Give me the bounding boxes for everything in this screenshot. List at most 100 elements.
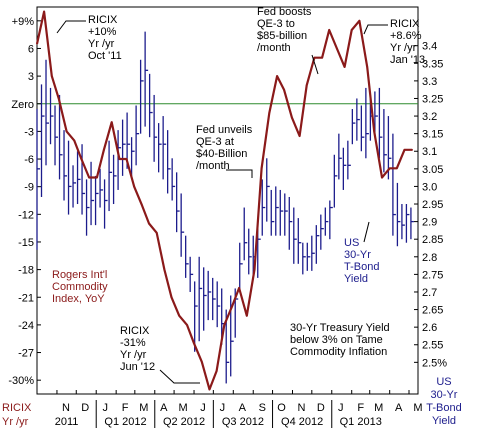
ricix-jan-13-line: RICIX (390, 18, 420, 30)
ricix-point (260, 167, 263, 170)
y-right-tick-label: 3.4 (422, 41, 437, 53)
x-period-label: Q4 2012 (281, 416, 323, 428)
ricix-point (148, 222, 150, 225)
x-month-label: J (200, 402, 206, 414)
ricix-jun-12-line: -31% (120, 337, 146, 349)
ricix-oct-11-leader (56, 20, 86, 34)
ricix-point (268, 112, 271, 114)
x-period-label: 2011 (55, 416, 79, 428)
tbond-series-label-line: US (344, 237, 359, 249)
ricix-point (155, 231, 158, 234)
ricix-point (298, 135, 301, 137)
ricix-point (321, 56, 323, 59)
x-month-label: N (298, 402, 306, 414)
ricix-point (170, 296, 173, 299)
y-right-tick-label: 3.1 (422, 146, 437, 158)
y-right-tick-label: 3.05 (422, 164, 443, 176)
ricix-point (366, 66, 368, 68)
ricix-point (358, 20, 361, 22)
ricix-point (276, 75, 278, 77)
ricix-point (223, 324, 226, 326)
fed-qe3-40bn-line: Fed unveils (196, 124, 253, 136)
x-month-label: M (374, 402, 383, 414)
x-period-label: Q3 2012 (222, 416, 264, 428)
x-month-label: A (160, 402, 168, 414)
y-right-tick-label: 2.6 (422, 322, 437, 334)
tbond-series-label-line: 30-Yr (344, 249, 371, 261)
y-right-tick-label: 2.75 (422, 269, 443, 281)
ricix-point (395, 167, 398, 170)
ricix-oct-11-line: RICIX (88, 14, 118, 26)
ricix-point (80, 158, 83, 160)
x-month-label: M (179, 402, 188, 414)
chart-caption-line: below 3% on Tame (290, 334, 383, 346)
ricix-point (411, 149, 414, 151)
ricix-point (96, 176, 98, 179)
chart-caption-line: Commodity Inflation (290, 346, 387, 358)
y-left-axis-title-line2: Yr /yr (2, 416, 29, 428)
ricix-oct-11-line: Oct '11 (88, 50, 122, 62)
y-right-axis-title-line: 30-Yr (431, 389, 458, 401)
x-month-label: O (277, 402, 286, 414)
x-month-label: J (220, 402, 226, 414)
y-right-tick-label: 2.9 (422, 217, 437, 229)
x-month-label: S (259, 402, 266, 414)
x-month-label: N (62, 402, 70, 414)
fed-qe3-85bn-line: /month (257, 42, 291, 54)
fed-qe3-85bn-line: Fed boosts (257, 6, 312, 18)
fed-qe3-85bn-line: QE-3 to (257, 18, 295, 30)
y-right-tick-label: 2.8 (422, 252, 437, 264)
ricix-jun-12-line: Yr /yr (120, 349, 147, 361)
ricix-point (381, 176, 383, 179)
ricix-point (313, 56, 316, 59)
y-right-axis-title-line: US (436, 376, 451, 388)
ricix-point (43, 10, 45, 13)
y-right-tick-label: 3.25 (422, 93, 443, 105)
ricix-point (200, 360, 203, 363)
ricix-point (125, 158, 128, 160)
x-month-label: F (357, 402, 364, 414)
ricix-jan-13-line: Yr /yr (390, 42, 417, 54)
y-left-axis-title-line1: RICIX (2, 402, 32, 414)
ricix-point (336, 47, 338, 50)
ricix-point (110, 121, 113, 123)
ricix-jan-13-leader (363, 24, 388, 35)
ricix-point (88, 176, 90, 179)
y-left-tick-label: -24 (18, 320, 34, 332)
y-left-tick-label: 6 (28, 43, 34, 55)
ricix-point (253, 268, 256, 271)
ricix-point (403, 149, 406, 151)
ricix-point (51, 75, 53, 77)
y-left-tick-label: -30% (8, 375, 34, 387)
y-right-tick-label: 3.3 (422, 76, 437, 88)
x-month-label: D (81, 402, 89, 414)
ricix-point (193, 342, 195, 345)
y-left-tick-label: -27 (18, 348, 34, 360)
y-left-tick-label: -21 (18, 292, 34, 304)
y-left-tick-label: -6 (24, 154, 34, 166)
ricix-point (186, 324, 188, 326)
ricix-point (283, 89, 285, 91)
fed-qe3-40bn-leader (226, 169, 253, 178)
ricix-point (163, 268, 166, 271)
y-left-tick-label: +9% (12, 16, 35, 28)
y-left-tick-label: -3 (24, 126, 34, 138)
rogers-series-label-line: Index, YoY (52, 293, 105, 305)
y-right-tick-label: 3.15 (422, 129, 443, 141)
ricix-jan-13-line: +8.6% (390, 30, 422, 42)
ricix-point (178, 314, 181, 317)
y-right-tick-label: 3.0 (422, 181, 437, 193)
rogers-series-label-line: Commodity (52, 281, 108, 293)
ricix-point (328, 29, 330, 31)
ricix-jun-12-line: Jun '12 (120, 361, 155, 373)
y-left-tick-label: -9 (24, 182, 34, 194)
ricix-oct-11-line: Yr /yr (88, 38, 115, 50)
tbond-series-leader (363, 221, 370, 243)
ricix-point (343, 66, 346, 68)
fed-qe3-85bn-leader (311, 54, 319, 75)
y-right-tick-label: 2.65 (422, 305, 443, 317)
ricix-jan-13-line: Jan '13 (390, 54, 425, 66)
chart-caption-line: 30-Yr Treasury Yield (290, 322, 390, 334)
